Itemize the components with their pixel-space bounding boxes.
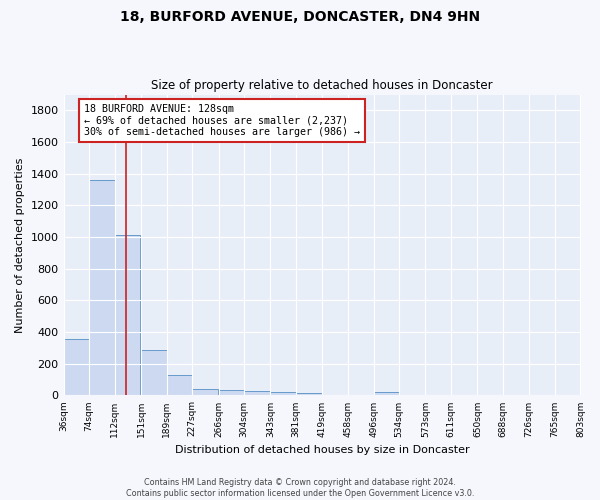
Bar xyxy=(218,390,244,396)
Bar xyxy=(192,389,218,396)
Title: Size of property relative to detached houses in Doncaster: Size of property relative to detached ho… xyxy=(151,79,493,92)
X-axis label: Distribution of detached houses by size in Doncaster: Distribution of detached houses by size … xyxy=(175,445,469,455)
Y-axis label: Number of detached properties: Number of detached properties xyxy=(15,158,25,332)
Text: 18 BURFORD AVENUE: 128sqm
← 69% of detached houses are smaller (2,237)
30% of se: 18 BURFORD AVENUE: 128sqm ← 69% of detac… xyxy=(84,104,360,137)
Text: 18, BURFORD AVENUE, DONCASTER, DN4 9HN: 18, BURFORD AVENUE, DONCASTER, DN4 9HN xyxy=(120,10,480,24)
Bar xyxy=(115,236,140,396)
Text: Contains HM Land Registry data © Crown copyright and database right 2024.
Contai: Contains HM Land Registry data © Crown c… xyxy=(126,478,474,498)
Bar xyxy=(271,392,296,396)
Bar xyxy=(64,339,89,396)
Bar xyxy=(141,350,167,396)
Bar xyxy=(374,392,399,396)
Bar xyxy=(296,393,322,396)
Bar xyxy=(167,375,192,396)
Bar xyxy=(89,180,115,396)
Bar xyxy=(244,390,270,396)
